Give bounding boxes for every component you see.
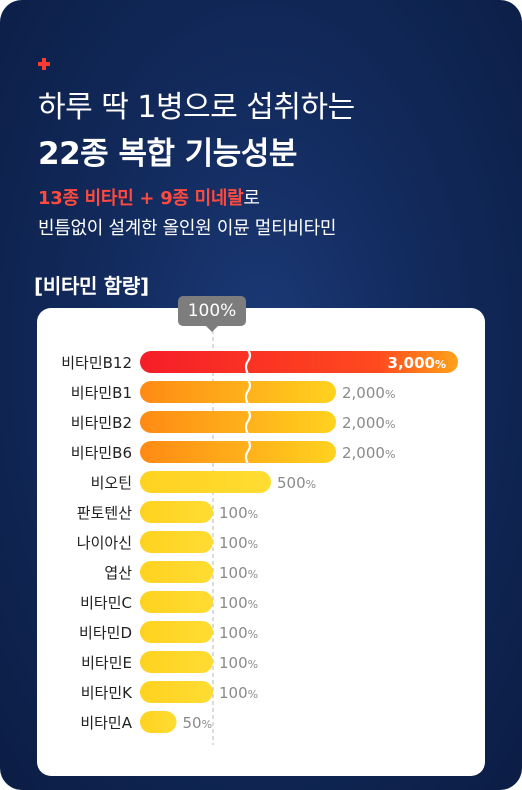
- value-label: 100%: [219, 684, 258, 702]
- plus-icon: [38, 58, 50, 70]
- category-label: 비타민A: [80, 714, 132, 732]
- category-label: 비타민D: [79, 624, 132, 642]
- bar: [140, 621, 213, 643]
- bar: [140, 561, 213, 583]
- headline-line2: 22종 복합 기능성분: [38, 136, 297, 172]
- bar: [140, 591, 213, 613]
- value-label: 2,000%: [342, 384, 395, 402]
- bar: [140, 411, 336, 433]
- value-label: 50%: [183, 714, 213, 732]
- value-label: 100%: [219, 504, 258, 522]
- bar: [140, 471, 271, 493]
- category-label: 엽산: [104, 564, 132, 582]
- reference-badge: 100%: [178, 296, 246, 332]
- bar: [140, 351, 458, 373]
- value-label: 3,000%: [388, 354, 446, 372]
- category-label: 비타민B2: [71, 414, 132, 432]
- section-label: [비타민 함량]: [34, 274, 149, 298]
- bar: [140, 681, 213, 703]
- category-label: 비타민K: [81, 684, 133, 702]
- value-label: 500%: [277, 474, 316, 492]
- category-label: 나이아신: [77, 534, 132, 552]
- value-label: 2,000%: [342, 444, 395, 462]
- category-label: 판토텐산: [77, 504, 132, 522]
- category-label: 비타민E: [81, 654, 132, 672]
- mineral-count-highlight: 9종 미네랄: [160, 188, 244, 209]
- bar: [140, 381, 336, 403]
- category-label: 비타민B1: [71, 384, 132, 402]
- value-label: 100%: [219, 534, 258, 552]
- subtitle-suffix: 로: [243, 188, 260, 209]
- subtitle-line1: 13종 비타민 + 9종 미네랄로: [38, 184, 260, 210]
- bar: [140, 651, 213, 673]
- axis-break-mark: [244, 408, 252, 436]
- category-label: 비타민B12: [61, 354, 132, 372]
- value-label: 100%: [219, 594, 258, 612]
- category-label: 비타민C: [80, 594, 132, 612]
- bar: [140, 501, 213, 523]
- axis-break-mark: [244, 378, 252, 406]
- bar: [140, 441, 336, 463]
- value-label: 100%: [219, 654, 258, 672]
- subtitle-line2: 빈틈없이 설계한 올인원 이뮨 멀티비타민: [38, 218, 337, 239]
- vitamin-count-highlight: 13종 비타민: [38, 188, 134, 209]
- category-label: 비타민B6: [71, 444, 132, 462]
- value-label: 100%: [219, 624, 258, 642]
- plus-sign: +: [133, 188, 161, 209]
- axis-break-mark: [244, 348, 252, 376]
- bar: [140, 531, 213, 553]
- value-label: 2,000%: [342, 414, 395, 432]
- axis-break-mark: [244, 438, 252, 466]
- bar: [140, 711, 177, 733]
- value-label: 100%: [219, 564, 258, 582]
- headline-line1: 하루 딱 1병으로 섭취하는: [38, 90, 355, 125]
- category-label: 비오틴: [91, 474, 132, 492]
